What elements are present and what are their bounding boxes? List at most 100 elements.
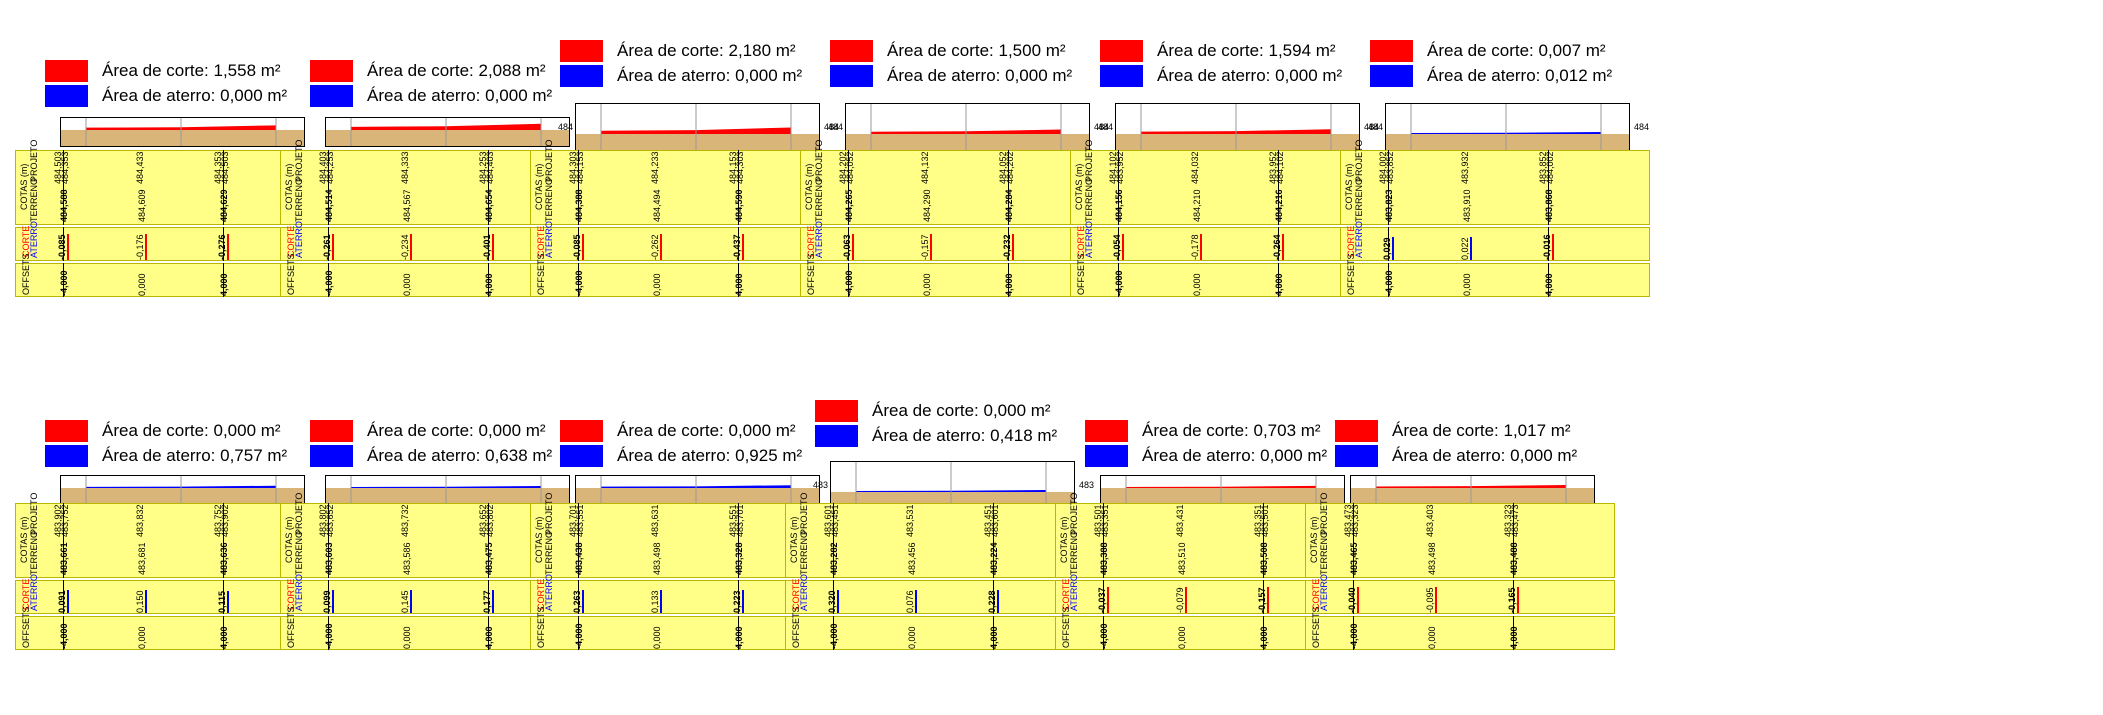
cotas-label: COTAS (m)	[804, 163, 814, 210]
column-line	[578, 150, 579, 225]
terreno-value: 483,498	[1427, 542, 1437, 575]
terrain-fill	[61, 488, 304, 504]
fill-area-text: Área de aterro: 0,012 m²	[1427, 66, 1613, 85]
projeto-value: 484,333	[400, 151, 410, 184]
column-line	[993, 580, 994, 614]
projeto-label: PROJETO	[29, 492, 39, 535]
fill-area-legend: Área de aterro: 0,000 m²	[1335, 445, 1625, 469]
station-e10-5-606: Área de corte: 1,017 m² Área de aterro: 0…	[1305, 375, 1635, 715]
fill-swatch	[560, 445, 603, 467]
terreno-value: 483,328	[734, 542, 744, 575]
cut-area-legend: Área de corte: 2,180 m²	[560, 40, 850, 64]
offset-value: -4,000	[1384, 270, 1394, 296]
column-line	[993, 616, 994, 650]
cut-area-text: Área de corte: 0,000 m²	[102, 421, 281, 440]
offset-value: -4,000	[324, 270, 334, 296]
column-line	[1388, 227, 1389, 261]
station-e2: Área de corte: 2,180 m² Área de aterro: 0…	[530, 0, 860, 340]
cut-fill-value: 0,223	[732, 590, 744, 613]
projeto-value: 483,902	[220, 504, 230, 537]
elevation-label-right: 484	[1364, 122, 1380, 132]
terreno-value: 484,629	[219, 189, 229, 222]
cut-swatch	[815, 400, 858, 422]
cotas-band	[785, 503, 1095, 578]
projeto-value: 483,403	[1425, 504, 1435, 537]
corte-aterro-band	[785, 580, 1095, 614]
offset-value: 4,000	[1259, 626, 1269, 649]
cut-swatch	[1100, 40, 1143, 62]
cross-section-profile	[575, 103, 820, 151]
projeto-value: 483,631	[650, 504, 660, 537]
cotas-label: COTAS (m)	[1059, 516, 1069, 563]
cotas-band	[15, 503, 325, 578]
projeto-value: 484,353	[60, 151, 70, 184]
column-line	[1548, 263, 1549, 297]
profile-drawing	[1351, 476, 1594, 504]
projeto-value: 484,032	[1190, 151, 1200, 184]
cut-area-text: Área de corte: 1,594 m²	[1157, 41, 1336, 60]
elevation-label-right: 483	[1079, 480, 1095, 490]
column-line	[63, 503, 64, 578]
cut-fill-value: 0,228	[987, 590, 999, 613]
fill-area-legend: Área de aterro: 0,012 m²	[1370, 65, 1660, 89]
cut-area-text: Área de corte: 2,180 m²	[617, 41, 796, 60]
column-line	[1548, 227, 1549, 261]
profile-drawing	[1386, 104, 1629, 150]
projeto-value: 484,202	[1005, 151, 1015, 184]
fill-area-text: Área de aterro: 0,925 m²	[617, 446, 803, 465]
offset-value: 4,000	[1544, 273, 1554, 296]
column-line	[488, 150, 489, 225]
fill-area-text: Área de aterro: 0,000 m²	[617, 66, 803, 85]
projeto-label: PROJETO	[1069, 492, 1079, 535]
terreno-value: 483,910	[1462, 189, 1472, 222]
fill-area-legend: Área de aterro: 0,000 m²	[45, 85, 335, 109]
offset-value: 0,000	[1192, 273, 1202, 296]
cross-section-profile	[1385, 103, 1630, 151]
cut-fill-value: -0,264	[1272, 234, 1284, 260]
fill-swatch	[310, 445, 353, 467]
corte-aterro-band	[1070, 227, 1380, 261]
cut-fill-value: 0,022	[1460, 237, 1472, 260]
offsets-label: OFFSETS	[806, 253, 816, 295]
cut-swatch	[560, 40, 603, 62]
fill-area-legend: Área de aterro: 0,638 m²	[310, 445, 600, 469]
cut-fill-value: -0,176	[135, 234, 147, 260]
profile-drawing	[1116, 104, 1359, 150]
cut-area-text: Área de corte: 1,500 m²	[887, 41, 1066, 60]
elevation-label-right: 484	[1634, 122, 1650, 132]
cut-swatch	[1335, 420, 1378, 442]
fill-swatch	[815, 425, 858, 447]
projeto-value: 484,403	[485, 151, 495, 184]
column-line	[848, 263, 849, 297]
projeto-value: 484,132	[920, 151, 930, 184]
corte-aterro-band	[530, 227, 840, 261]
cotas-band	[15, 150, 325, 225]
terreno-value: 483,498	[652, 542, 662, 575]
cut-area-text: Área de corte: 0,000 m²	[872, 401, 1051, 420]
cut-fill-value: -0,085	[572, 234, 584, 260]
aterro-label: ATERRO	[799, 574, 809, 611]
column-line	[738, 150, 739, 225]
column-line	[848, 227, 849, 261]
terreno-label: TERRENO	[29, 530, 39, 575]
projeto-value: 483,601	[990, 504, 1000, 537]
column-line	[488, 616, 489, 650]
offsets-band	[15, 616, 325, 650]
terreno-value: 484,567	[402, 189, 412, 222]
projeto-value: 483,802	[485, 504, 495, 537]
cut-fill-value: 0,115	[217, 590, 229, 613]
cotas-label: COTAS (m)	[534, 163, 544, 210]
offsets-band	[1340, 263, 1650, 297]
cut-fill-value: 0,150	[135, 590, 147, 613]
profile-drawing	[576, 476, 819, 504]
offset-value: 4,000	[219, 626, 229, 649]
column-line	[578, 503, 579, 578]
terreno-value: 483,388	[1099, 542, 1109, 575]
offset-value: 4,000	[734, 626, 744, 649]
terreno-value: 484,284	[1004, 189, 1014, 222]
cut-fill-value: -0,262	[650, 234, 662, 260]
cut-fill-value: 0,145	[400, 590, 412, 613]
column-line	[223, 150, 224, 225]
terreno-value: 483,603	[324, 542, 334, 575]
cut-area-legend: Área de corte: 1,558 m²	[45, 60, 335, 84]
